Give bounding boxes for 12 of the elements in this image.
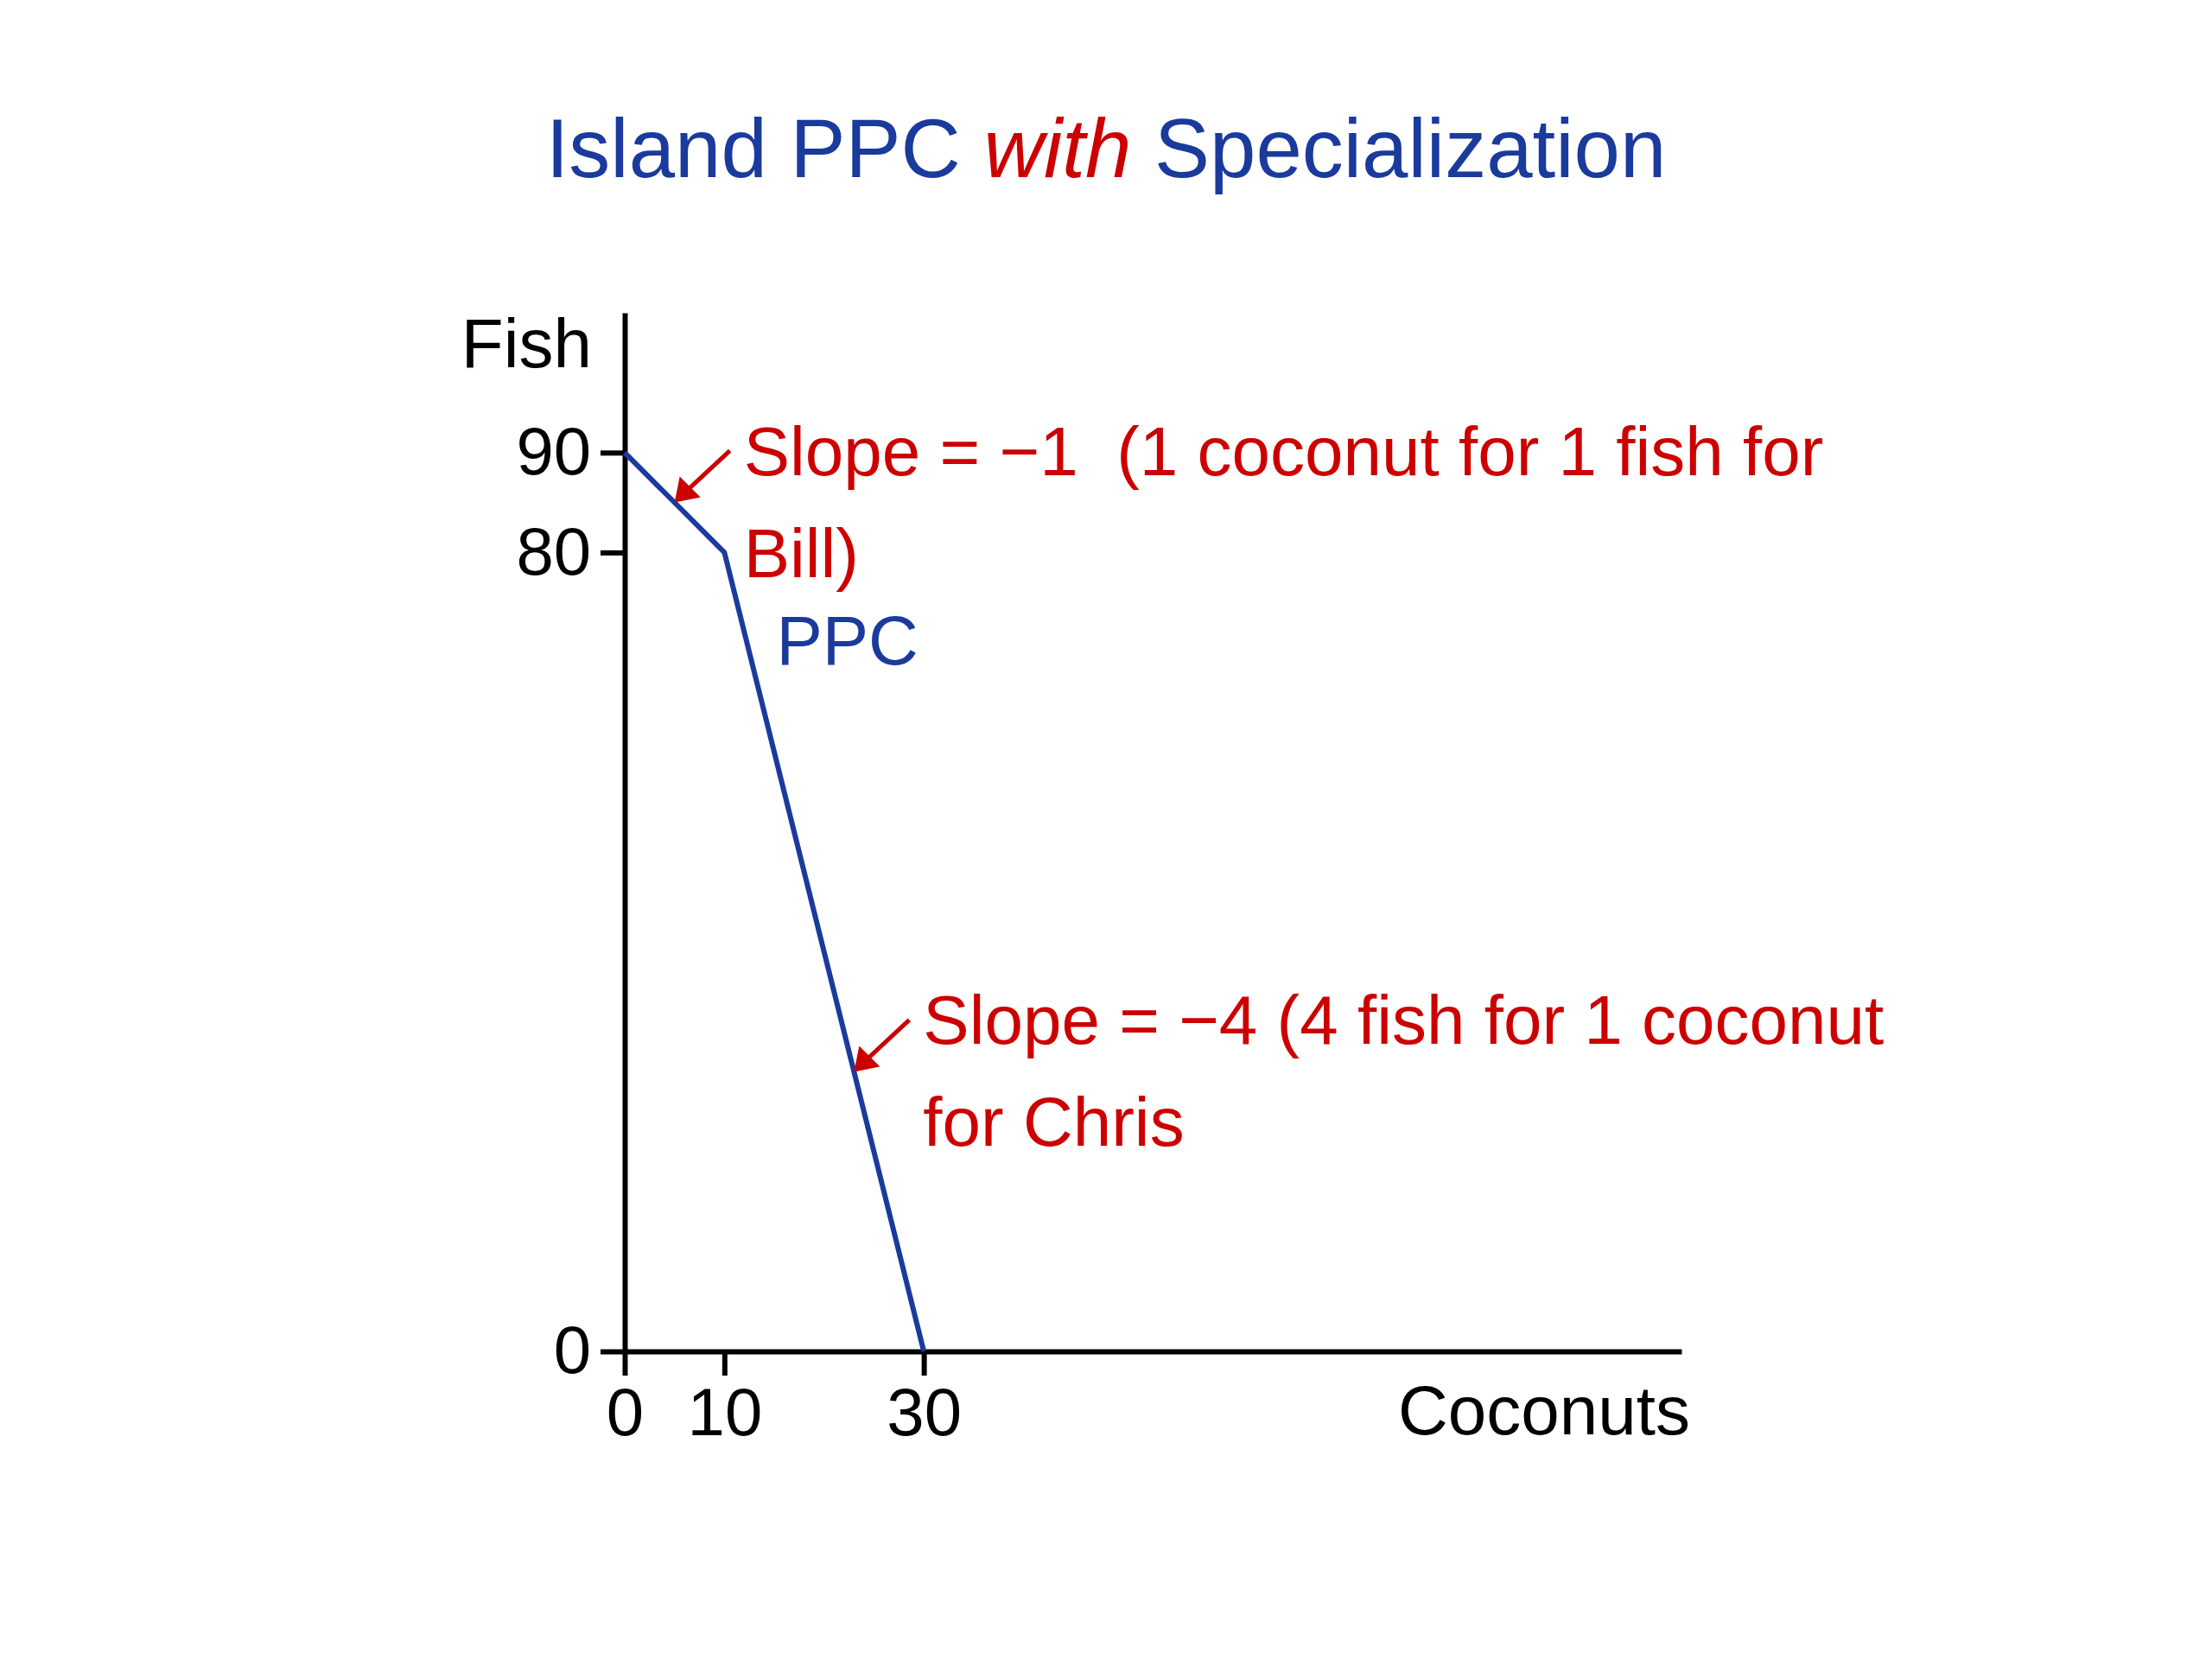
series-label: PPC	[776, 602, 918, 680]
x-tick-label: 30	[887, 1374, 963, 1451]
chart-title: Island PPC with Specialization	[545, 102, 1667, 194]
y-tick-label: 80	[516, 512, 592, 589]
y-tick-label: 90	[516, 413, 592, 490]
annotation: Slope = −1 (1 coconut for 1 fish for Bill)	[743, 412, 1824, 592]
x-tick-label: 0	[606, 1374, 645, 1451]
x-axis-title: Coconuts	[1398, 1372, 1690, 1449]
y-tick-label: 0	[553, 1312, 592, 1389]
y-axis-title: Fish	[461, 305, 592, 382]
x-tick-label: 10	[687, 1374, 763, 1451]
annotation: Slope = −4 (4 fish for 1 coconut for Chris	[923, 982, 1885, 1161]
